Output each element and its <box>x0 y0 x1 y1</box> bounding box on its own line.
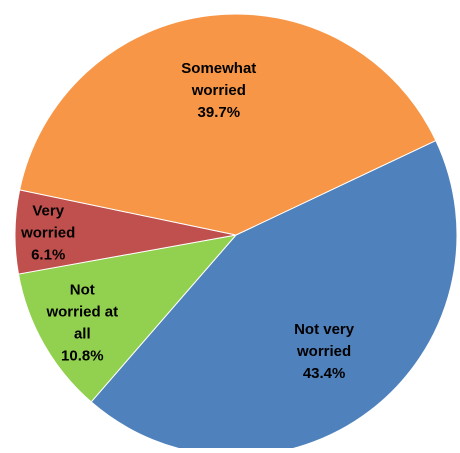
pie-label-very-worried: Very worried 6.1% <box>20 202 75 263</box>
pie-slice-not-very-worried <box>90 139 458 453</box>
pie-label-line: all <box>74 325 91 342</box>
pie-label-line: 10.8% <box>61 347 104 364</box>
pie-label-not-worried-at-all: Not worried at all 10.8% <box>45 281 118 364</box>
pie-slice-not-worried-at-all <box>17 234 238 403</box>
pie-slice-somewhat-worried <box>19 13 437 236</box>
pie-label-line: 6.1% <box>31 246 65 263</box>
pie-label-line: worried <box>191 82 246 99</box>
pie-label-line: worried at <box>45 303 118 320</box>
labels-layer: Not very worried 43.4% Not worried at all 10.8… <box>20 60 355 382</box>
pie-label-line: Not very <box>294 321 355 338</box>
pie-label-line: worried <box>20 224 75 241</box>
pie-label-somewhat-worried: Somewhat worried 39.7% <box>181 60 256 121</box>
pie-label-line: Very <box>32 202 64 219</box>
pie-label-line: worried <box>296 343 351 360</box>
pie-label-line: Not <box>70 281 95 298</box>
pie-label-line: 43.4% <box>303 365 346 382</box>
pie-label-line: 39.7% <box>198 104 241 121</box>
slices-layer <box>14 13 458 453</box>
pie-label-not-very-worried: Not very worried 43.4% <box>294 321 355 382</box>
pie-label-line: Somewhat <box>181 60 256 77</box>
